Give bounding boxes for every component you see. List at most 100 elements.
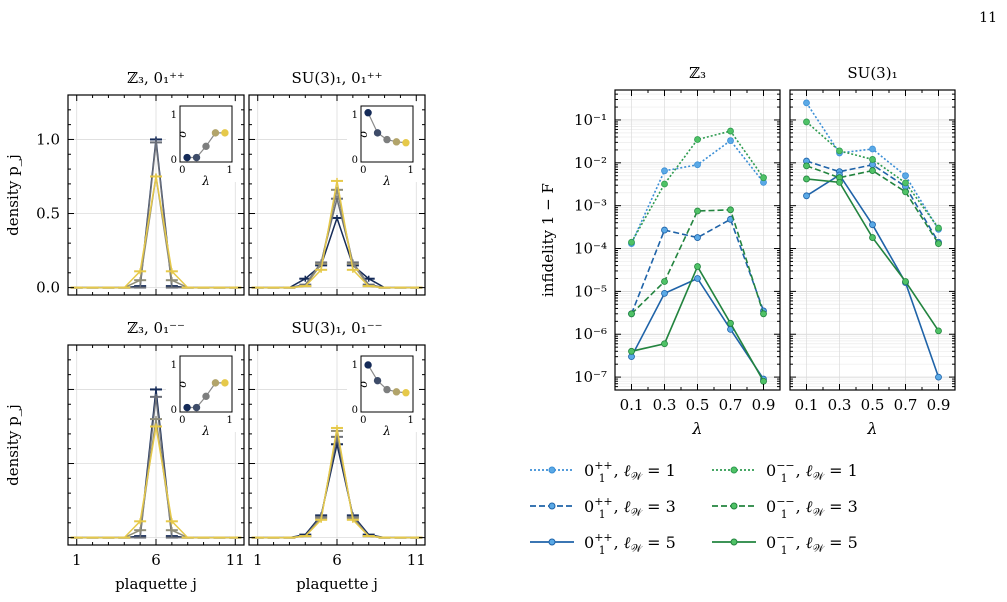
data-point (727, 127, 734, 135)
inset-point (364, 109, 372, 117)
legend-label-part: 0 (766, 533, 776, 552)
y-tick-label: 0.0 (36, 279, 60, 297)
legend-label-part: , (614, 497, 624, 516)
x-tick-label: 0.9 (752, 396, 776, 414)
data-point (727, 319, 734, 327)
legend-label-part: = (824, 497, 848, 516)
legend-label-part: ℓ (624, 533, 631, 552)
legend-label-part: ++ (594, 459, 612, 472)
legend-label-part: 0 (584, 461, 594, 480)
legend-label-part: 1 (848, 461, 858, 480)
inset-x-tick: 1 (226, 415, 232, 426)
y-tick-label: 10⁻² (574, 154, 607, 172)
x-tick-label: 11 (407, 551, 426, 569)
legend-label: 0++ 1, ℓ𝒲 = 5 (584, 531, 676, 557)
legend-label-part: 𝒲 (812, 542, 825, 555)
legend-label-part: −− (776, 531, 794, 544)
density-panel: ℤ₃, 0₁⁺⁺ 0.0 0.5 1.0 density p_j 0 1 0 1 λ σ (4, 69, 245, 297)
legend-label-part: = (642, 533, 666, 552)
legend-label-part: , (614, 461, 624, 480)
data-point (869, 145, 876, 153)
legend-label-part: ℓ (806, 461, 813, 480)
inset-x-tick: 0 (179, 165, 185, 176)
x-tick-label: 1 (72, 551, 82, 569)
series-line (630, 130, 765, 243)
legend-entry: 0−− 1, ℓ𝒲 = 3 (712, 495, 858, 521)
data-point (902, 172, 909, 180)
data-point (760, 377, 767, 385)
x-tick-label: 11 (226, 551, 245, 569)
x-tick-label: 0.1 (620, 396, 644, 414)
panel-title: SU(3)₁, 0₁⁻⁻ (291, 319, 382, 337)
legend-entry: 0++ 1, ℓ𝒲 = 3 (530, 495, 676, 521)
legend-label-part: 5 (848, 533, 858, 552)
inset-point (373, 129, 382, 137)
x-tick-label: 0.3 (828, 396, 852, 414)
data-point (935, 224, 942, 232)
legend-label-part: −− (776, 459, 794, 472)
data-point (694, 275, 701, 282)
inset-point (383, 385, 391, 394)
legend-label-part: 𝒲 (812, 470, 825, 483)
inset-point (392, 138, 401, 146)
legend-label-part: 𝒲 (812, 506, 825, 519)
data-point (661, 226, 668, 234)
density-panel: ℤ₃, 0₁⁻⁻ density p_j 1 6 11 plaquette j 0 1 0 1 λ σ (4, 319, 245, 593)
data-point (760, 174, 767, 182)
legend-label-part: 1 (599, 472, 606, 485)
x-tick-label: 0.9 (927, 396, 951, 414)
inset-x-tick: 1 (407, 165, 413, 176)
data-point (661, 167, 668, 175)
data-point (935, 373, 942, 381)
inset-y-tick: 0 (352, 155, 358, 166)
inset-point (192, 403, 201, 412)
inset-y-tick: 1 (171, 360, 177, 371)
legend-label-part: 0 (584, 533, 594, 552)
inset-y-label: σ (176, 380, 189, 388)
legend-label: 0++ 1, ℓ𝒲 = 3 (584, 495, 676, 521)
y-axis-label: infidelity 1 − F (539, 183, 557, 297)
y-tick-label: 10⁻⁷ (574, 368, 607, 386)
data-point (902, 188, 909, 196)
legend-label: 0−− 1, ℓ𝒲 = 5 (766, 531, 858, 557)
data-point (661, 180, 668, 188)
inset-point (183, 403, 191, 412)
data-point (836, 147, 843, 155)
legend-marker (730, 538, 738, 546)
legend-label-part: 𝒲 (630, 506, 643, 519)
x-tick-label: 0.5 (686, 396, 710, 414)
inset-y-tick: 1 (171, 110, 177, 121)
series-line (630, 209, 765, 315)
page-number: 11 (979, 10, 997, 26)
panel-title: ℤ₃, 0₁⁺⁺ (127, 69, 185, 87)
legend-label-part: −− (776, 495, 794, 508)
y-tick-label: 10⁻⁶ (574, 325, 607, 343)
legend-label-part: 1 (781, 544, 788, 557)
legend-label-part: 𝒲 (630, 470, 643, 483)
legend-label-part: = (824, 533, 848, 552)
data-point (661, 340, 668, 348)
inset-y-label: σ (176, 130, 189, 138)
inset-x-label: λ (201, 174, 210, 188)
legend-label-part: 0 (766, 497, 776, 516)
inset-point (211, 129, 220, 137)
legend-marker (730, 502, 738, 510)
inset-point (211, 379, 220, 387)
inset-point (373, 376, 382, 385)
legend-label-part: 𝒲 (630, 542, 643, 555)
inset-x-tick: 1 (226, 165, 232, 176)
inset-point (392, 388, 401, 396)
x-tick-label: 6 (332, 551, 342, 569)
y-tick-label: 0.5 (36, 205, 60, 223)
data-point (694, 207, 701, 215)
legend-label-part: , (796, 533, 806, 552)
legend-marker (548, 502, 556, 510)
legend-label-part: ℓ (806, 533, 813, 552)
legend-label: 0−− 1, ℓ𝒲 = 3 (766, 495, 858, 521)
y-tick-label: 10⁻⁵ (574, 282, 607, 300)
inset-point (221, 379, 229, 387)
legend-entry: 0++ 1, ℓ𝒲 = 5 (530, 531, 676, 557)
inset-frame (179, 355, 233, 413)
x-tick-label: 6 (151, 551, 161, 569)
infidelity-panel: ℤ₃ 0.1 0.3 0.5 0.7 0.9 λ 10⁻¹ 10⁻² 10⁻³ 10⁻⁴ 10⁻⁵ 10… (539, 64, 781, 438)
